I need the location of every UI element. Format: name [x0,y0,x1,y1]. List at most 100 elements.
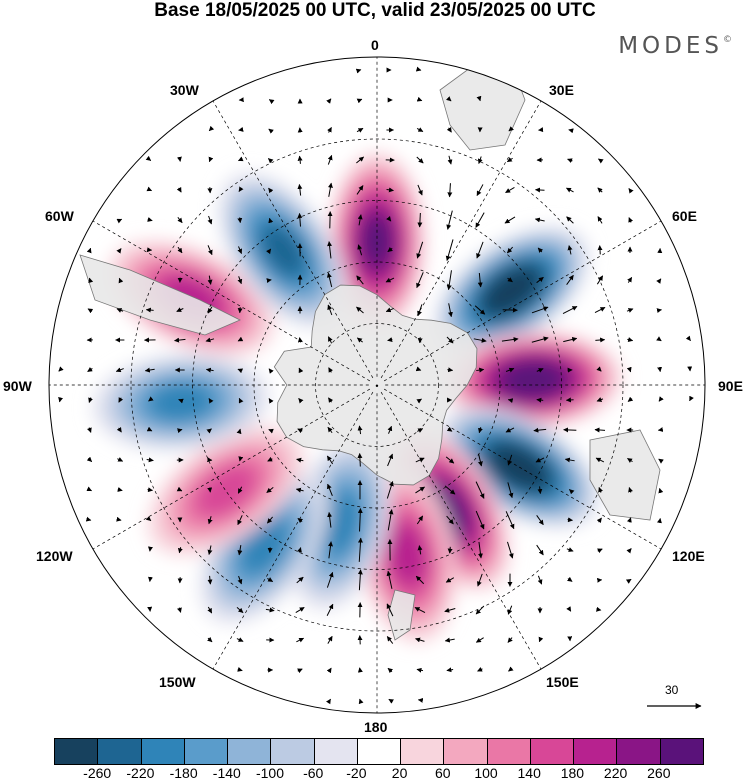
wind-arrow [207,275,213,285]
lon-label-120e: 120E [672,548,705,564]
wind-arrow [625,578,632,584]
wind-arrow [416,96,423,102]
wind-arrow [356,306,364,314]
colorbar [54,738,704,765]
wind-arrow [474,305,486,315]
wind-arrow [58,366,64,372]
colorbar-swatch [271,739,315,764]
wind-arrow [328,397,334,403]
wind-arrow [417,184,423,196]
wind-arrow [238,397,244,404]
colorbar-tick-label: 220 [603,765,628,781]
wind-arrow [596,366,602,372]
wind-arrow [387,246,393,253]
wind-arrow [356,98,363,104]
wind-arrow [415,575,425,585]
meridian-line [92,388,371,550]
meridian-line [380,100,542,379]
wind-arrow [267,577,274,583]
wind-arrow [507,454,513,466]
wind-arrow [266,248,272,255]
wind-arrow [536,544,544,556]
wind-arrow [536,397,544,403]
wind-arrow [118,277,124,284]
wind-arrow [656,336,662,342]
meridian-line [92,220,371,382]
wind-arrow [88,277,94,284]
wind-arrow [268,398,274,404]
wind-arrow [237,368,244,374]
wind-arrow [295,607,305,613]
wind-arrow [386,216,392,222]
wind-arrow [531,306,549,314]
wind-arrow [268,187,274,194]
wind-arrow [597,187,603,193]
wind-arrow [505,186,515,194]
wind-arrow [596,275,604,285]
wind-arrow [237,575,243,585]
meridian-line [212,391,374,670]
pole-marker: • [375,381,378,391]
colorbar-swatch [617,739,661,764]
wind-arrow [387,667,394,674]
wind-arrow [357,507,363,532]
wind-arrow [446,515,454,525]
wind-arrow [387,337,393,343]
colorbar-tick-label: -180 [169,765,198,781]
wind-arrow [563,336,578,343]
wind-arrow [475,637,484,643]
wind-arrow [507,482,514,499]
wind-arrow [446,667,454,673]
colorbar-tick-label: 100 [474,765,498,781]
wind-arrow [416,667,424,673]
wind-arrow [507,398,514,404]
wind-arrow [447,155,453,165]
wind-arrow [504,216,516,224]
wind-arrow [207,215,213,225]
wind-arrow [327,127,332,133]
reference-vector-value: 30 [665,683,679,697]
wind-arrow [444,607,456,613]
wind-arrow [144,367,155,373]
wind-arrow [237,217,243,224]
reference-vector: 30 [645,683,705,713]
wind-arrow [297,337,303,343]
wind-arrow [446,336,454,344]
wind-arrow [537,247,544,254]
colorbar-tick-label: -140 [212,765,241,781]
lon-label-30e: 30E [549,82,574,98]
wind-arrow [176,156,182,162]
continent-outlines [79,59,661,641]
wind-arrow [563,427,577,433]
wind-arrow [476,573,483,587]
wind-arrow [146,457,154,463]
wind-arrow [507,277,513,283]
wind-arrow [207,245,213,256]
wind-arrow [297,428,303,434]
colorbar-swatch [314,739,358,764]
wind-arrow [268,99,275,105]
wind-arrow [147,487,153,493]
trough-anomaly [433,226,590,356]
wind-arrow [475,605,485,615]
wind-arrow [568,128,574,134]
wind-arrow [444,637,455,643]
wind-arrow [534,217,545,223]
wind-arrow [327,241,333,259]
wind-arrow [534,187,545,193]
wind-arrow [236,606,244,614]
meridian-line [383,220,662,382]
wind-arrow [177,547,183,554]
wind-arrow [656,278,662,284]
wind-arrow [238,186,244,192]
wind-arrow [536,368,544,373]
wind-arrow [566,576,573,582]
wind-arrow [417,212,423,228]
colorbar-tick-label: -60 [303,765,324,781]
wind-arrow [507,637,513,643]
wind-arrow [86,486,92,492]
colorbar-ticks: -260 -220 -180 -140 -100 -60 -20 20 60 100 140 180 2… [0,765,750,783]
wind-arrow [626,517,632,523]
wind-arrow [146,426,153,432]
wind-arrow [116,248,122,254]
